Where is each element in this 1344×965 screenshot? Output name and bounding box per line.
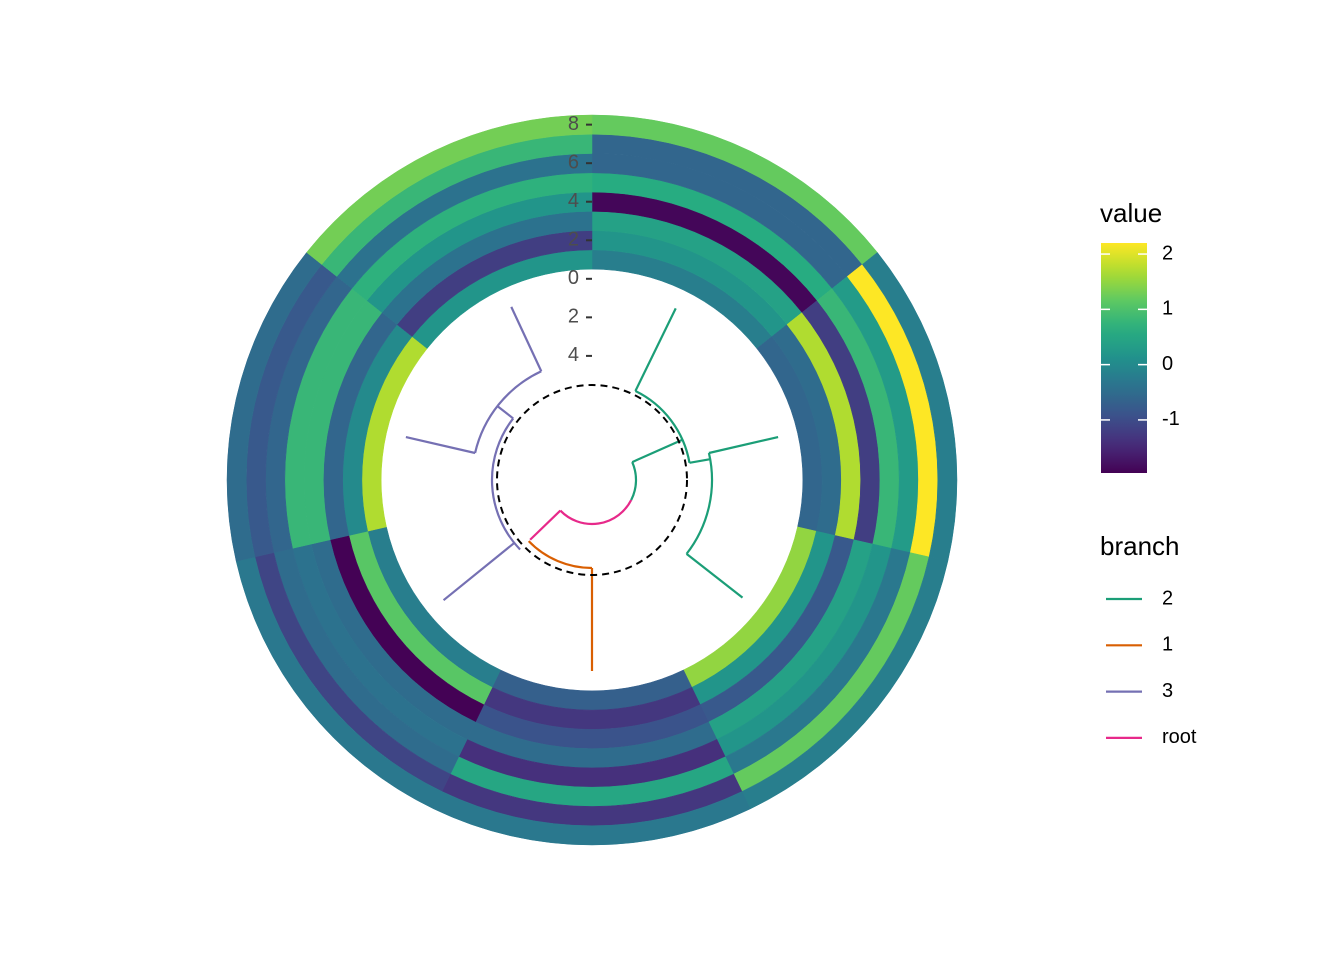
dashed-circle — [496, 384, 688, 576]
legend-title: branch — [1100, 531, 1180, 561]
legend-label: 2 — [1162, 587, 1173, 609]
tree-branch — [510, 306, 543, 372]
colorbar-label: 1 — [1162, 298, 1173, 320]
tree-branch — [634, 307, 677, 392]
y-tick-label: 0 — [568, 267, 579, 289]
colorbar — [1101, 243, 1147, 473]
tree-branch — [708, 435, 779, 455]
heat-cell — [306, 114, 593, 265]
tree-branch — [689, 458, 711, 464]
y-tick-label: 2 — [568, 306, 579, 328]
tree-branch — [685, 452, 714, 555]
tree-branch — [559, 499, 633, 526]
legend-label: 1 — [1162, 634, 1173, 656]
y-tick-label: 4 — [568, 344, 579, 366]
y-tick-label: 4 — [568, 190, 579, 212]
colorbar-label: -1 — [1162, 408, 1180, 430]
legend-label: 3 — [1162, 680, 1173, 702]
tree-branch — [496, 405, 514, 420]
legend-label: root — [1162, 726, 1197, 748]
legend-title: value — [1100, 198, 1162, 228]
tree-branch — [685, 553, 744, 599]
tree-branch — [527, 540, 593, 570]
colorbar-label: 2 — [1162, 242, 1173, 264]
y-tick-label: 2 — [568, 229, 579, 251]
tree-branch — [474, 370, 542, 454]
colorbar-label: 0 — [1162, 353, 1173, 375]
tree-branch — [634, 390, 691, 464]
tree-branch — [442, 542, 515, 602]
tree-branch — [490, 417, 521, 551]
tree-branch — [630, 461, 638, 501]
tree-branch — [405, 435, 476, 455]
y-tick-label: 8 — [568, 113, 579, 135]
y-tick-label: 6 — [568, 151, 579, 173]
tree-branch — [529, 509, 562, 541]
tree-branch — [631, 438, 683, 464]
